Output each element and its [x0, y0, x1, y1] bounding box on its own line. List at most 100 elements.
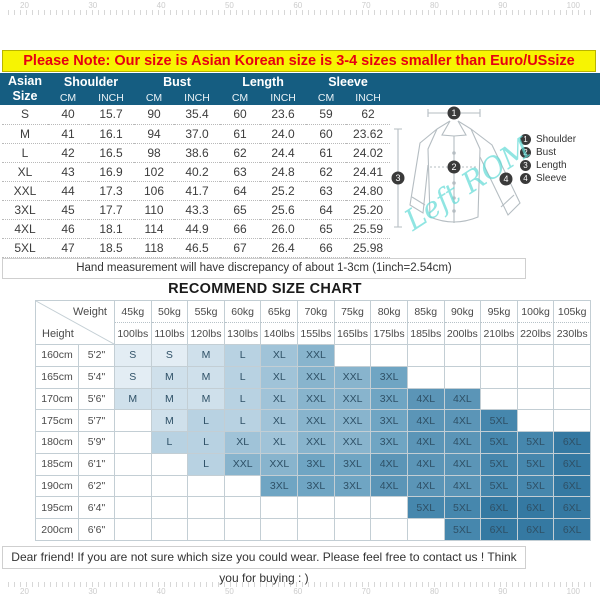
- size-recommendation-cell: [224, 475, 262, 498]
- ruler-number: 60: [293, 587, 303, 596]
- size-recommendation-cell: [481, 388, 518, 411]
- size-recommendation-cell: S: [151, 345, 189, 367]
- size-table-unit-row: CM INCH CM INCH CM INCH CM INCH: [2, 90, 391, 105]
- ruler-number: 20: [20, 1, 29, 10]
- value-cell: 17.3: [88, 181, 135, 201]
- size-recommendation-cell: [334, 345, 372, 367]
- size-recommendation-cell: 5XL: [481, 453, 518, 476]
- value-cell: 60: [220, 105, 261, 125]
- size-recommendation-cell: 3XL: [298, 475, 335, 498]
- size-recommendation-cell: [151, 453, 189, 476]
- size-recommendation-cell: L: [224, 345, 262, 367]
- corner-line-1: Asian: [7, 74, 43, 88]
- size-recommendation-cell: [115, 453, 152, 476]
- value-cell: 18.5: [88, 238, 135, 258]
- legend-number-badge: 4: [520, 172, 531, 184]
- notice-banner-text: Please Note: Our size is Asian Korean si…: [23, 53, 575, 69]
- ruler-number: 80: [429, 587, 439, 596]
- size-recommendation-cell: M: [151, 388, 189, 411]
- chart-corner-cell: Weight Height: [36, 301, 115, 345]
- ruler-number: 80: [429, 1, 439, 10]
- size-recommendation-cell: 6XL: [554, 432, 591, 454]
- value-cell: 35.4: [174, 105, 221, 125]
- value-cell: 94: [134, 124, 175, 144]
- size-recommendation-cell: XXL: [261, 453, 299, 476]
- size-recommendation-cell: 6XL: [554, 519, 591, 541]
- ruler-bottom-decoration: 20 30 40 50 60 70 80 90 100: [0, 582, 600, 597]
- value-cell: 59: [306, 105, 347, 125]
- legend-label: Sleeve: [536, 172, 567, 184]
- value-cell: 41.7: [174, 181, 221, 201]
- size-table-group-row: Asian Size Shoulder Bust Length Sleeve: [2, 73, 391, 105]
- weight-kg-header: 55kg: [188, 301, 225, 323]
- size-recommendation-cell: 4XL: [407, 453, 445, 476]
- size-recommendation-cell: 6XL: [517, 519, 555, 541]
- ruler-number: 30: [88, 587, 98, 596]
- size-recommendation-cell: L: [151, 432, 189, 454]
- size-recommendation-cell: [151, 475, 189, 498]
- size-recommendation-cell: M: [151, 366, 189, 389]
- height-ft-cell: 5'7": [79, 410, 115, 433]
- size-cell: S: [2, 105, 48, 125]
- size-recommendation-cell: XXL: [298, 388, 335, 411]
- ruler-number: 40: [156, 1, 166, 10]
- size-recommendation-cell: 6XL: [481, 497, 518, 520]
- value-cell: 25.59: [346, 219, 391, 239]
- size-recommendation-cell: [407, 519, 445, 541]
- value-cell: 114: [134, 219, 175, 239]
- height-cm-cell: 195cm: [36, 497, 79, 520]
- value-cell: 26.0: [260, 219, 307, 239]
- size-recommendation-cell: L: [224, 366, 262, 389]
- height-cm-cell: 165cm: [36, 366, 79, 389]
- value-cell: 65: [220, 200, 261, 220]
- value-cell: 25.20: [346, 200, 391, 220]
- ruler-number: 20: [20, 587, 29, 596]
- value-cell: 16.9: [88, 162, 135, 182]
- weight-lbs-header: 210lbs: [481, 323, 518, 345]
- ruler-number: 30: [88, 1, 98, 10]
- ruler-number: 90: [498, 1, 508, 10]
- size-recommendation-cell: [554, 345, 591, 367]
- marker-1: 1: [451, 108, 456, 118]
- legend-number-badge: 1: [520, 133, 531, 145]
- value-cell: 25.6: [260, 200, 307, 220]
- height-cm-cell: 180cm: [36, 432, 79, 454]
- weight-lbs-header: 230lbs: [554, 323, 591, 345]
- value-cell: 66: [220, 219, 261, 239]
- size-recommendation-cell: [554, 388, 591, 411]
- height-ft-cell: 5'6": [79, 388, 115, 411]
- size-recommendation-cell: XL: [261, 432, 299, 454]
- legend-number-badge: 3: [520, 159, 531, 171]
- size-recommendation-cell: [151, 497, 189, 520]
- size-recommendation-cell: [115, 410, 152, 433]
- ruler-number: 90: [498, 587, 508, 596]
- value-cell: 15.7: [88, 105, 135, 125]
- corner-weight-label: Weight: [72, 306, 107, 318]
- size-recommendation-cell: [481, 345, 518, 367]
- size-recommendation-cell: 5XL: [444, 519, 482, 541]
- size-recommendation-cell: 6XL: [554, 453, 591, 476]
- value-cell: 24.0: [260, 124, 307, 144]
- size-table-group-header: Sleeve: [306, 73, 391, 90]
- size-recommendation-cell: L: [224, 388, 262, 411]
- value-cell: 23.62: [346, 124, 391, 144]
- weight-lbs-header: 175lbs: [371, 323, 408, 345]
- value-cell: 64: [306, 200, 347, 220]
- value-cell: 40.2: [174, 162, 221, 182]
- ruler-number: 40: [156, 587, 166, 596]
- ruler-number: 70: [361, 587, 371, 596]
- value-cell: 43.3: [174, 200, 221, 220]
- value-cell: 23.6: [260, 105, 307, 125]
- size-table-corner-header: Asian Size: [2, 73, 48, 105]
- height-cm-cell: 200cm: [36, 519, 79, 541]
- weight-lbs-header: 220lbs: [517, 323, 555, 345]
- size-table-row: 3XL 45 17.7 110 43.3 65 25.6 64 25.20: [2, 200, 391, 220]
- size-recommendation-cell: [115, 497, 152, 520]
- size-recommendation-cell: [298, 497, 335, 520]
- value-cell: 118: [134, 238, 175, 258]
- height-cm-cell: 160cm: [36, 345, 79, 367]
- legend-item: 2 Bust: [520, 146, 576, 158]
- value-cell: 64: [220, 181, 261, 201]
- size-recommendation-cell: XXL: [334, 388, 372, 411]
- value-cell: 18.1: [88, 219, 135, 239]
